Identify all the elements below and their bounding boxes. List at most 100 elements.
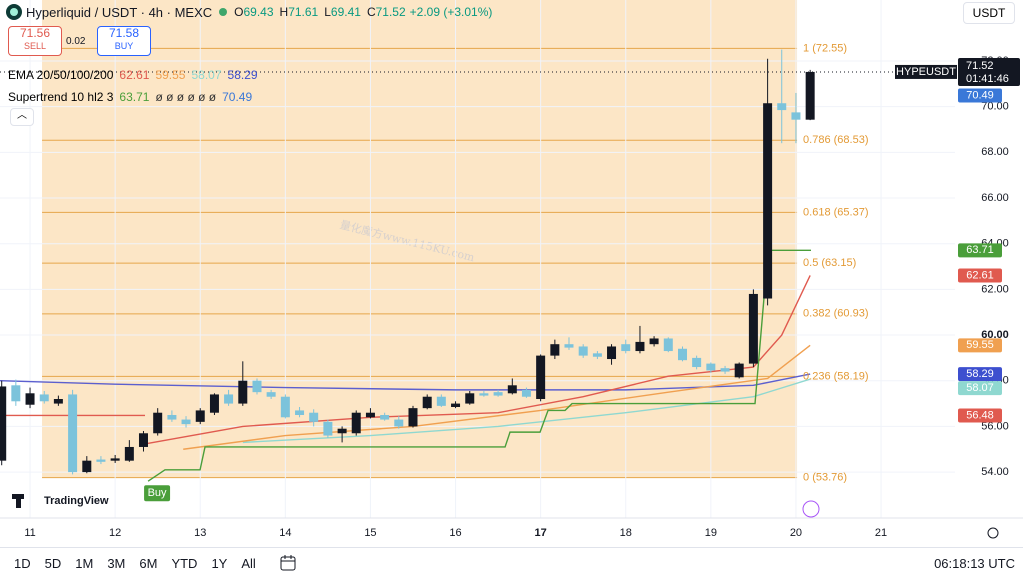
ohlc: O69.43 H71.61 L69.41 C71.52 xyxy=(234,5,406,19)
candle-body xyxy=(777,103,787,111)
x-tick-label: 21 xyxy=(875,527,887,539)
y-tick-label: 54.00 xyxy=(981,466,1009,478)
fib-label: 0.236 (58.19) xyxy=(803,370,868,382)
ohlc-key: L xyxy=(324,5,331,19)
range-button[interactable]: 1M xyxy=(75,555,94,571)
candle-body xyxy=(536,355,546,400)
logo-mark xyxy=(16,494,21,508)
ohlc-item: H71.61 xyxy=(280,5,319,19)
candle-body xyxy=(365,412,375,418)
price-tag xyxy=(958,338,1002,353)
indicator-value: ø ø ø ø ø ø xyxy=(155,90,217,104)
calendar-icon[interactable] xyxy=(278,553,298,573)
range-button[interactable]: 1Y xyxy=(211,555,228,571)
candle-body xyxy=(763,103,773,299)
candle-body xyxy=(720,368,730,372)
ohlc-value: 69.41 xyxy=(330,5,361,19)
candle-body xyxy=(323,421,333,436)
range-button[interactable]: 1D xyxy=(14,555,31,571)
candle-body xyxy=(706,363,716,371)
symbol-title[interactable]: Hyperliquid / USDT · 4h · MEXC xyxy=(26,4,213,20)
candle-body xyxy=(25,393,35,405)
settings-icon[interactable] xyxy=(987,527,999,539)
signal-label: Buy xyxy=(148,487,167,499)
indicator-line xyxy=(147,249,812,482)
candle-body xyxy=(337,428,347,434)
candle-body xyxy=(436,396,446,406)
indicator-value: 63.71 xyxy=(119,90,150,104)
x-tick-label: 12 xyxy=(109,527,121,539)
range-button[interactable]: 6M xyxy=(139,555,158,571)
indicator-line xyxy=(140,275,811,446)
price-tag-label: 56.48 xyxy=(966,409,994,421)
x-tick-label: 11 xyxy=(24,527,35,539)
symbol-icon xyxy=(6,4,22,20)
collapse-button[interactable]: ︿ xyxy=(10,108,34,126)
ohlc-key: H xyxy=(279,5,289,19)
last-price-tag xyxy=(958,57,1020,86)
fib-label: 1 (72.55) xyxy=(803,42,847,54)
price-tag-label: 58.29 xyxy=(966,368,994,380)
candle-body xyxy=(507,385,517,394)
candle-body xyxy=(309,412,319,422)
currency-button[interactable]: USDT xyxy=(963,2,1015,24)
indicator-value: 62.61 xyxy=(119,68,150,82)
event-icon xyxy=(802,500,820,518)
fib-label: 0.618 (65.37) xyxy=(803,206,868,218)
ohlc-key: C xyxy=(366,5,376,19)
indicator-label: EMA 20/50/100/200 xyxy=(8,68,114,82)
price-tag xyxy=(958,408,1002,423)
range-button[interactable]: 3M xyxy=(107,555,126,571)
range-button[interactable]: YTD xyxy=(171,555,198,571)
sell-label: SELL xyxy=(23,41,47,51)
x-tick-label: 14 xyxy=(279,527,291,539)
ohlc-key: O xyxy=(234,5,244,19)
ohlc-item: L69.41 xyxy=(324,5,361,19)
candle-body xyxy=(96,459,106,462)
candle-body xyxy=(138,433,148,447)
candle-body xyxy=(181,419,191,425)
candle-body xyxy=(11,385,21,402)
candle-body xyxy=(351,412,361,434)
range-button[interactable]: All xyxy=(241,555,256,571)
candle-body xyxy=(748,293,758,364)
indicator-line xyxy=(183,344,811,450)
range-button[interactable]: 5D xyxy=(44,555,62,571)
candle-body xyxy=(451,403,461,407)
candle-body xyxy=(621,344,631,352)
x-tick-label: 17 xyxy=(535,527,547,539)
price-tag xyxy=(958,367,1002,382)
ohlc-value: 71.61 xyxy=(288,5,319,19)
candle-body xyxy=(380,414,390,420)
clock: 06:18:13 UTC xyxy=(934,555,1015,571)
candle-body xyxy=(224,394,234,404)
candle-body xyxy=(678,348,688,361)
status-dot xyxy=(219,8,228,16)
logo-text: TradingView xyxy=(44,495,109,507)
change: +2.09 (+3.01%) xyxy=(409,5,493,19)
signal-box xyxy=(144,485,171,502)
countdown-label: 01:41:46 xyxy=(966,73,1009,85)
fib-fill xyxy=(42,0,798,478)
candle-body xyxy=(295,410,305,415)
buy-price: 71.58 xyxy=(108,26,140,40)
candle-body xyxy=(578,346,588,356)
buy-button[interactable]: 71.58 BUY xyxy=(97,26,151,56)
indicator-line xyxy=(0,373,811,391)
indicator-row: EMA 20/50/100/200 62.61 59.55 58.07 58.29 xyxy=(8,64,258,86)
candle-body xyxy=(0,386,7,461)
buy-label: BUY xyxy=(114,41,134,51)
candle-body xyxy=(422,396,432,409)
indicator-row: Supertrend 10 hl2 3 63.71 ø ø ø ø ø ø 70.49 xyxy=(8,86,258,108)
candle-body xyxy=(550,344,560,356)
candle-body xyxy=(734,363,744,378)
candle-body xyxy=(521,389,531,397)
price-tag xyxy=(958,381,1002,396)
candle-body xyxy=(805,71,815,120)
indicator-value: 58.07 xyxy=(191,68,222,82)
last-price-label: 71.52 xyxy=(966,60,994,72)
sell-button[interactable]: 71.56 SELL xyxy=(8,26,62,56)
indicator-line xyxy=(242,378,811,444)
ohlc-value: 71.52 xyxy=(375,5,406,19)
candle-body xyxy=(195,410,205,422)
